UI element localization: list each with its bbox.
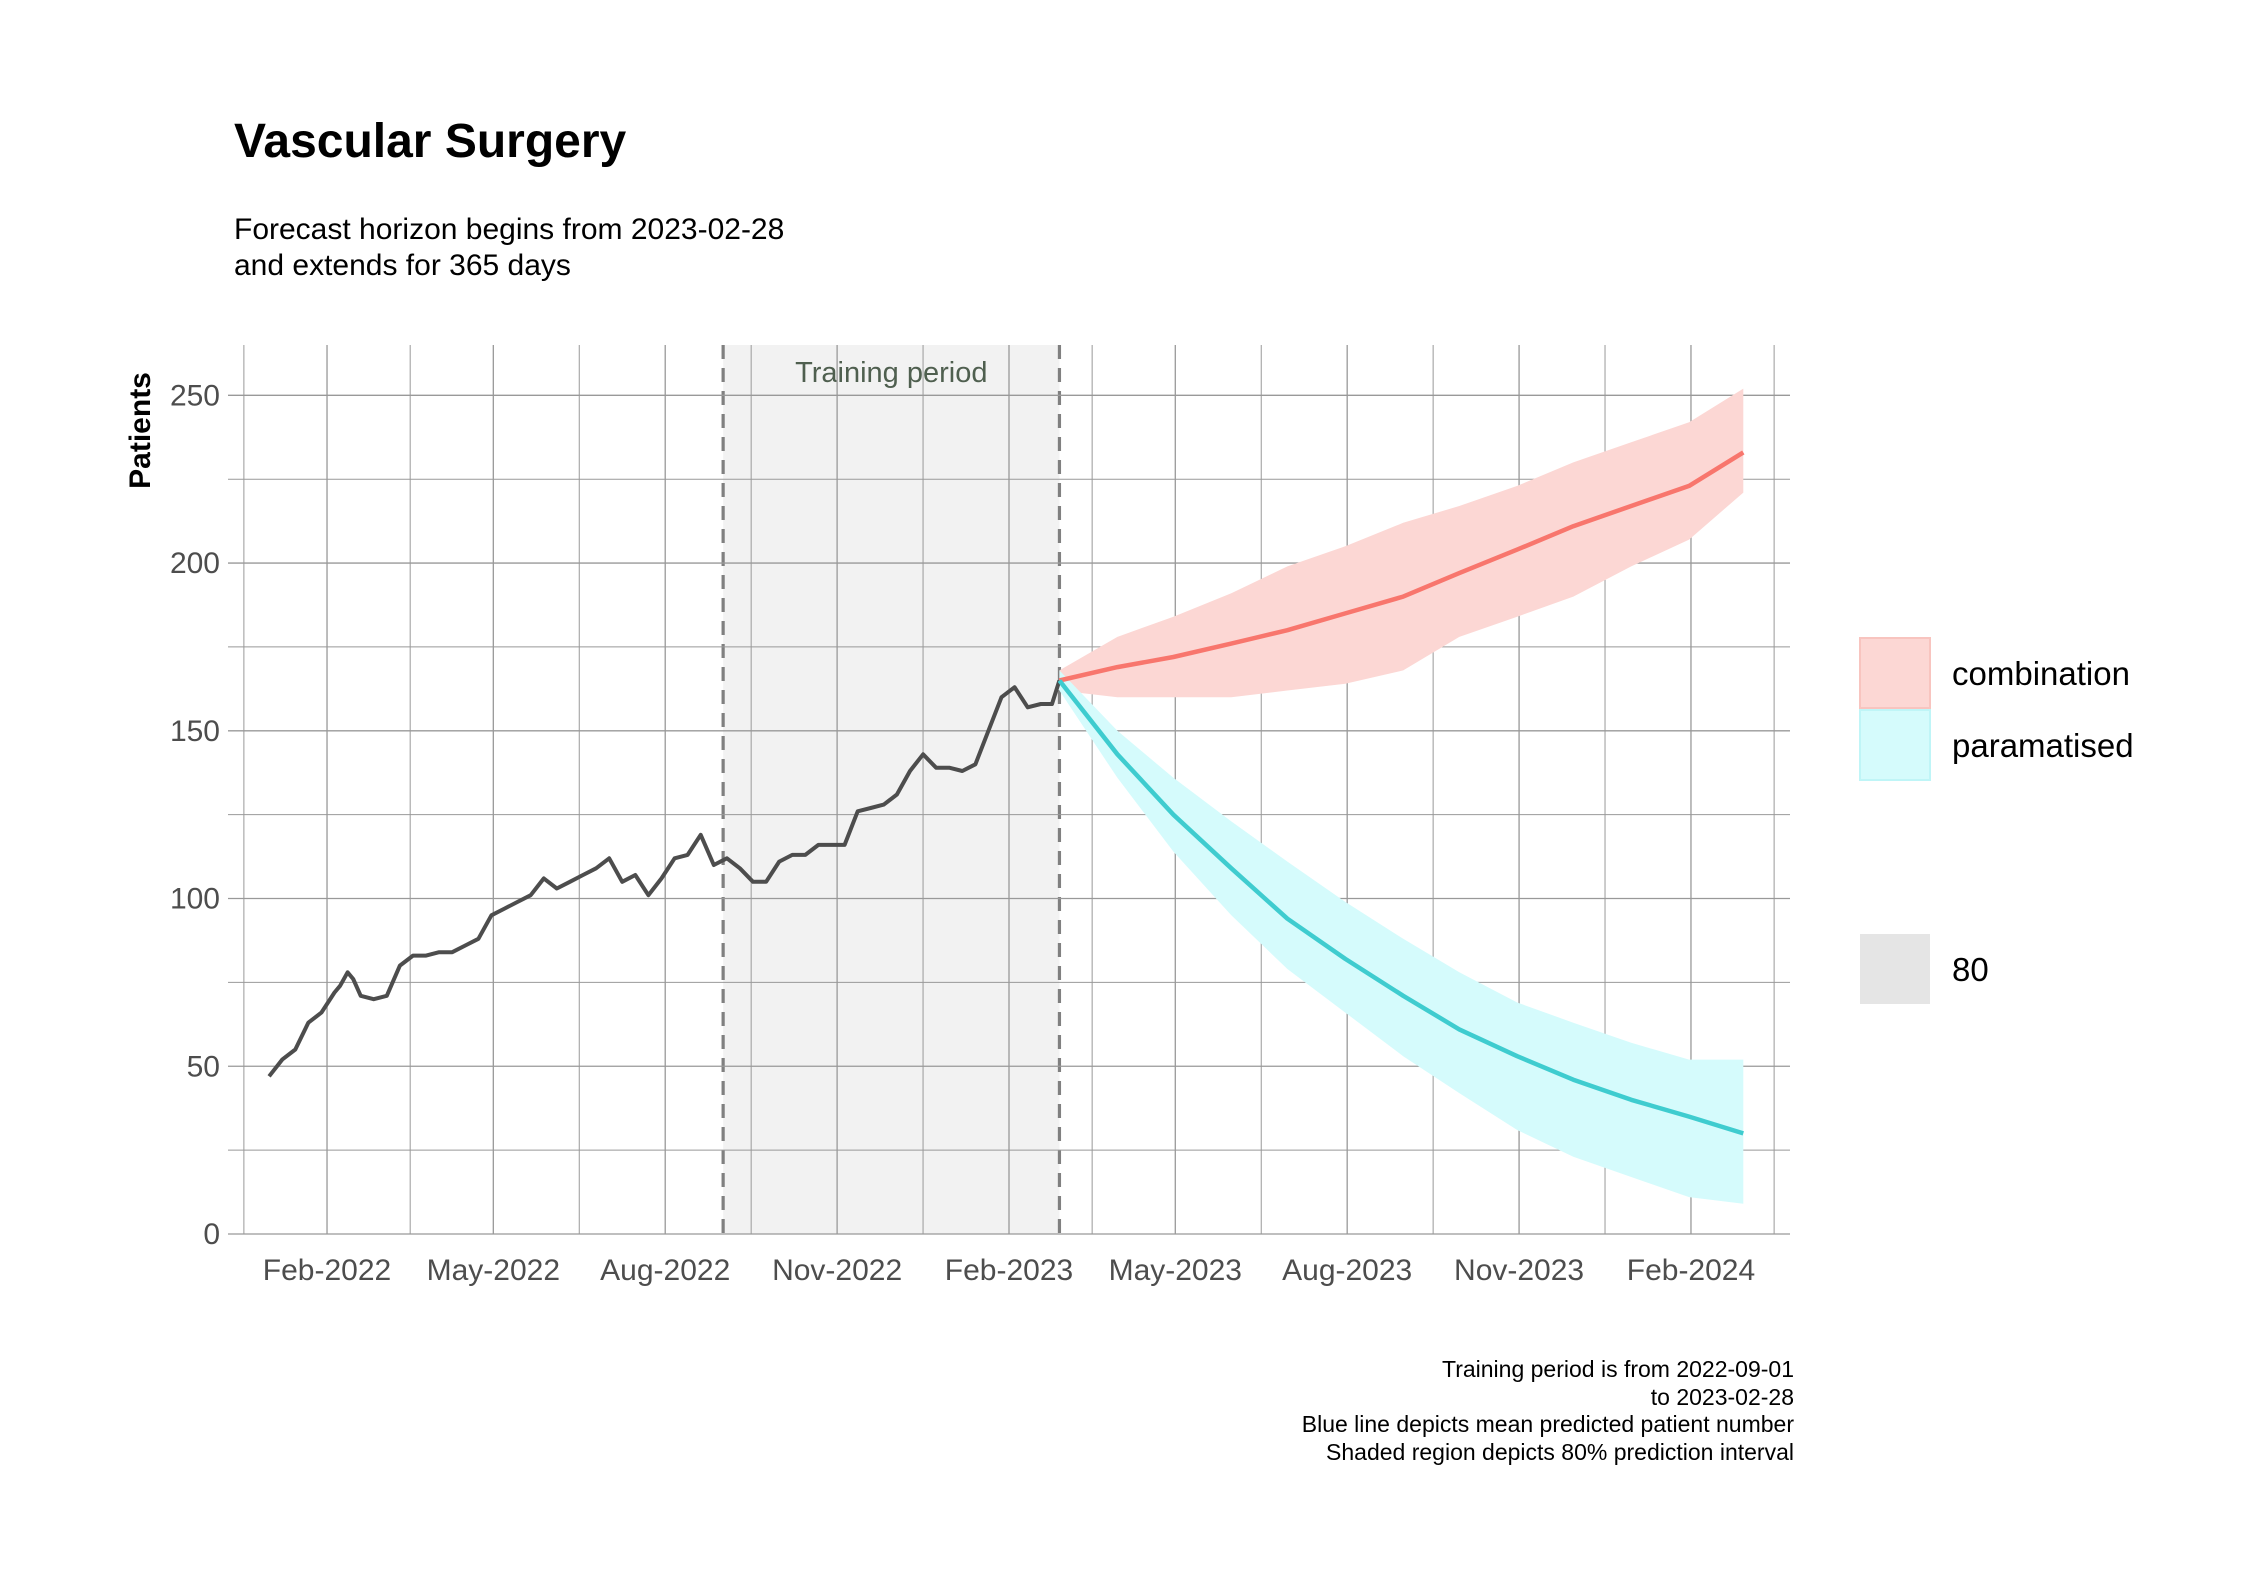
x-tick-label: Feb-2022 (263, 1254, 391, 1287)
legend-key-combination (1859, 637, 1931, 709)
legend-label-combination: combination (1952, 655, 2130, 692)
subtitle-line-1: Forecast horizon begins from 2023-02-28 (234, 213, 785, 246)
x-tick-label: Feb-2023 (945, 1254, 1073, 1287)
legend-label-interval: 80 (1952, 951, 1989, 988)
x-tick-label: Nov-2023 (1454, 1254, 1584, 1287)
forecast-mean-line-paramatised (1057, 679, 1744, 1136)
y-tick-label: 150 (170, 715, 220, 748)
legend-key-interval (1860, 934, 1930, 1004)
axes-layer: 0 50 100 150 200 250 Feb-2022 May-2022 Aug-2022 N… (124, 372, 1755, 1287)
caption-line-4: Shaded region depicts 80% prediction int… (1326, 1438, 1794, 1465)
caption-line-3: Blue line depicts mean predicted patient… (1301, 1411, 1794, 1437)
subtitle-line-2: and extends for 365 days (234, 249, 571, 282)
history-line (267, 679, 1062, 1078)
y-tick-label: 100 (170, 883, 220, 916)
x-tick-label: Nov-2022 (772, 1254, 902, 1287)
training-period-layer: Training period (721, 345, 1062, 1234)
legend-key-paramatised (1859, 709, 1931, 781)
y-tick-label: 250 (170, 379, 220, 412)
y-tick-label: 0 (203, 1218, 220, 1251)
x-tick-label: May-2022 (427, 1254, 560, 1287)
y-tick-label: 200 (170, 547, 220, 580)
y-tick-label: 50 (187, 1050, 220, 1083)
chart-caption: Training period is from 2022-09-01 to 20… (1302, 1356, 1794, 1466)
x-tick-label: Aug-2022 (600, 1254, 730, 1287)
legend: combination paramatised 80 (1859, 637, 2134, 1004)
training-period-label: Training period (795, 357, 987, 389)
y-axis-label: Patients (124, 372, 157, 489)
prediction-band-paramatised (1059, 670, 1744, 1204)
legend-label-paramatised: paramatised (1952, 727, 2134, 764)
training-period-shade (723, 345, 1060, 1234)
forecast-mean-line-combination (1058, 450, 1745, 683)
prediction-bands-layer (1059, 388, 1744, 1204)
x-tick-label: Aug-2023 (1282, 1254, 1412, 1287)
prediction-band-combination (1059, 388, 1744, 698)
caption-line-1: Training period is from 2022-09-01 (1442, 1356, 1794, 1382)
caption-line-2: to 2023-02-28 (1650, 1383, 1794, 1410)
lines-layer (267, 450, 1745, 1136)
chart-title: Vascular Surgery (234, 115, 627, 168)
chart-subtitle: Forecast horizon begins from 2023-02-28 … (234, 212, 784, 284)
x-tick-label: Feb-2024 (1627, 1254, 1755, 1287)
x-tick-label: May-2023 (1109, 1254, 1242, 1287)
